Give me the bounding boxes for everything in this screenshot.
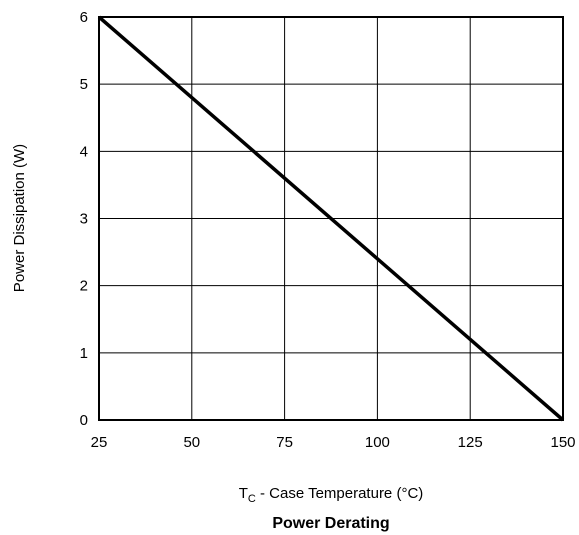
y-tick-label: 3 [80, 211, 88, 228]
y-tick-label: 6 [80, 9, 88, 26]
y-tick-labels: 0 1 2 3 4 5 6 [80, 9, 88, 429]
x-tick-label: 25 [91, 434, 108, 451]
x-axis-label: TC - Case Temperature (°C) [239, 485, 424, 505]
series-group [97, 15, 565, 422]
y-tick-label: 5 [80, 76, 88, 93]
x-tick-label: 125 [458, 434, 483, 451]
x-tick-label: 50 [183, 434, 200, 451]
x-tick-labels: 25 50 75 100 125 150 [91, 434, 576, 451]
plot-area-frame [98, 16, 564, 421]
y-tick-label: 0 [80, 412, 88, 429]
x-tick-label: 150 [550, 434, 575, 451]
x-tick-label: 100 [365, 434, 390, 451]
derating-line [97, 15, 565, 422]
y-tick-label: 2 [80, 278, 88, 295]
y-tick-label: 1 [80, 345, 88, 362]
y-tick-label: 4 [80, 143, 88, 160]
y-axis-label: Power Dissipation (W) [11, 144, 28, 292]
x-axis-label-subscript: C [248, 493, 256, 505]
x-tick-label: 75 [276, 434, 293, 451]
x-axis-label-text: - Case Temperature (°C) [256, 485, 423, 502]
chart-title: Power Derating [272, 515, 389, 532]
x-axis-label-symbol: T [239, 485, 248, 502]
